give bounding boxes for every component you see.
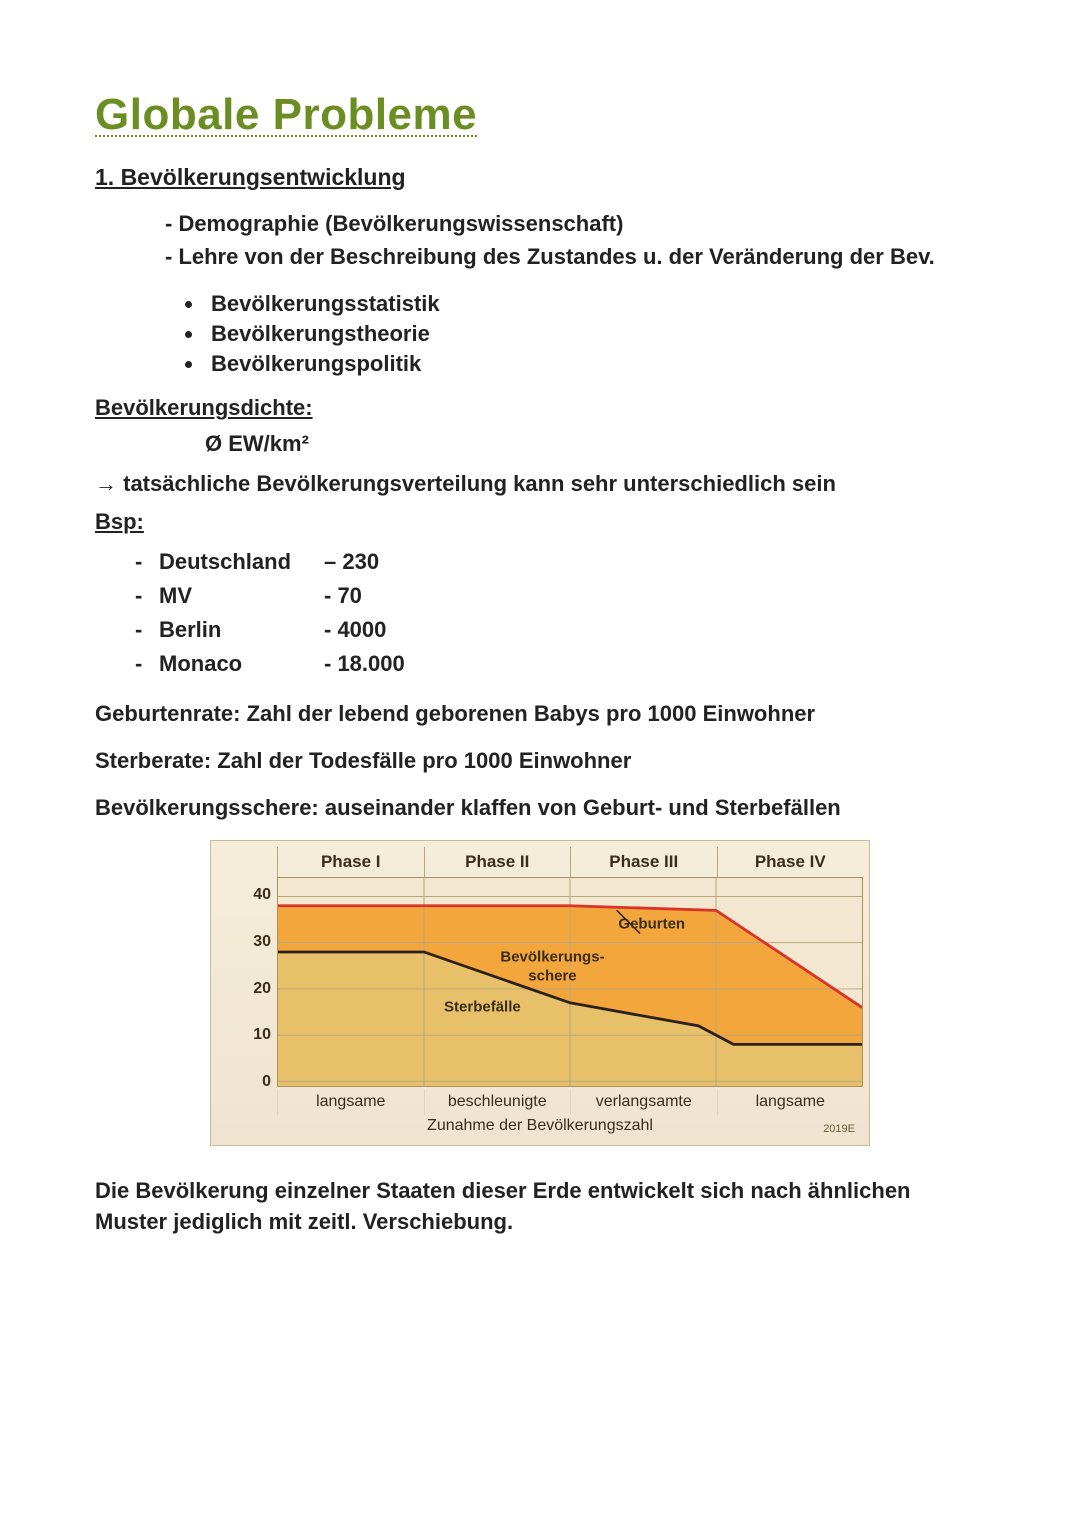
definition-death: Sterberate: Zahl der Todesfälle pro 1000… <box>95 746 985 777</box>
dash-icon: - <box>135 545 159 579</box>
table-row: - Berlin - 4000 <box>135 613 985 647</box>
chart-inline-label: Geburten <box>618 915 685 932</box>
density-value: - 18.000 <box>324 647 405 681</box>
dash-line-2: - Lehre von der Beschreibung des Zustand… <box>165 240 985 273</box>
bullet-list: Bevölkerungsstatistik Bevölkerungstheori… <box>205 291 985 377</box>
dash-icon: - <box>135 647 159 681</box>
chart-footnote: 2019E <box>823 1123 855 1135</box>
chart-caption: Zunahme der Bevölkerungszahl 2019E <box>217 1115 863 1139</box>
demography-block: - Demographie (Bevölkerungswissenschaft)… <box>165 207 985 273</box>
x-label: beschleunigte <box>424 1089 571 1115</box>
table-row: - MV - 70 <box>135 579 985 613</box>
chart-x-labels: langsame beschleunigte verlangsamte lang… <box>217 1089 863 1115</box>
y-axis: auf 1000 Einwohner 102030400 <box>217 877 277 1087</box>
bullet-item: Bevölkerungstheorie <box>205 321 985 347</box>
phase-header: Phase II <box>424 847 571 877</box>
phase-header: Phase IV <box>717 847 864 877</box>
chart-caption-text: Zunahme der Bevölkerungszahl <box>427 1117 653 1134</box>
y-tick: 20 <box>253 980 271 998</box>
density-value: - 70 <box>324 579 362 613</box>
document-page: Globale Probleme 1. Bevölkerungsentwickl… <box>0 0 1080 1528</box>
page-title: Globale Probleme <box>95 90 985 140</box>
dash-icon: - <box>135 613 159 647</box>
y-tick: 0 <box>262 1073 271 1091</box>
country-name: Berlin <box>159 613 324 647</box>
x-label: langsame <box>717 1089 864 1115</box>
density-note: → tatsächliche Bevölkerungsverteilung ka… <box>95 471 985 497</box>
x-label: verlangsamte <box>570 1089 717 1115</box>
y-tick: 10 <box>253 1026 271 1044</box>
table-row: - Deutschland – 230 <box>135 545 985 579</box>
dash-icon: - <box>135 579 159 613</box>
section-1-heading: 1. Bevölkerungsentwicklung <box>95 164 985 191</box>
density-value: – 230 <box>324 545 379 579</box>
density-formula: Ø EW/km² <box>205 431 985 457</box>
y-tick: 40 <box>253 886 271 904</box>
density-table: - Deutschland – 230 - MV - 70 - Berlin -… <box>135 545 985 681</box>
x-label: langsame <box>277 1089 424 1115</box>
phase-header: Phase III <box>570 847 717 877</box>
chart-inline-label: Sterbefälle <box>444 998 521 1015</box>
country-name: Monaco <box>159 647 324 681</box>
chart-inline-label: schere <box>528 967 576 984</box>
demographic-transition-chart: Phase I Phase II Phase III Phase IV auf … <box>210 840 870 1146</box>
bullet-item: Bevölkerungspolitik <box>205 351 985 377</box>
dash-line-1: - Demographie (Bevölkerungswissenschaft) <box>165 207 985 240</box>
table-row: - Monaco - 18.000 <box>135 647 985 681</box>
bullet-item: Bevölkerungsstatistik <box>205 291 985 317</box>
country-name: Deutschland <box>159 545 324 579</box>
definition-schere: Bevölkerungsschere: auseinander klaffen … <box>95 793 985 824</box>
density-value: - 4000 <box>324 613 386 647</box>
definition-birth: Geburtenrate: Zahl der lebend geborenen … <box>95 699 985 730</box>
chart-inline-label: Bevölkerungs- <box>500 948 604 965</box>
y-tick: 30 <box>253 933 271 951</box>
chart-plot-area: Geburten Bevölkerungs-schere Sterbefälle <box>277 877 863 1087</box>
phase-header: Phase I <box>277 847 424 877</box>
density-heading: Bevölkerungsdichte: <box>95 395 985 421</box>
closing-paragraph: Die Bevölkerung einzelner Staaten dieser… <box>95 1176 985 1238</box>
country-name: MV <box>159 579 324 613</box>
chart-phase-headers: Phase I Phase II Phase III Phase IV <box>217 847 863 877</box>
examples-heading: Bsp: <box>95 509 985 535</box>
